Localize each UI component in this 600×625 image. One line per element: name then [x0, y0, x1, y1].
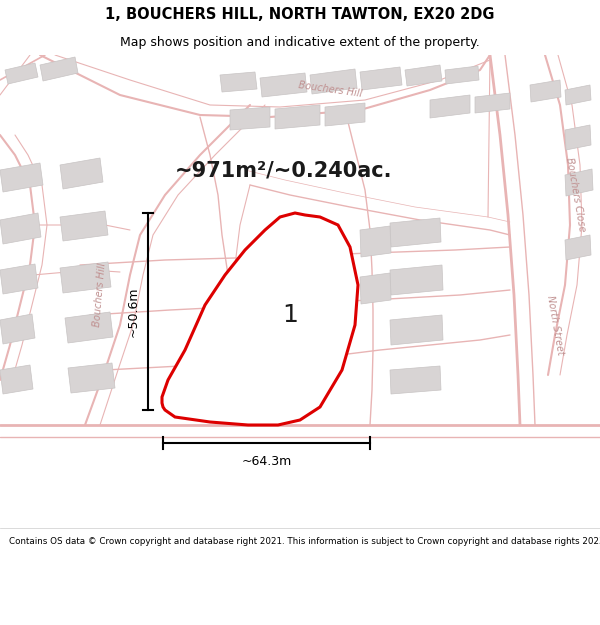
Polygon shape	[565, 235, 591, 260]
Text: Contains OS data © Crown copyright and database right 2021. This information is : Contains OS data © Crown copyright and d…	[9, 537, 600, 546]
Polygon shape	[60, 211, 108, 241]
Polygon shape	[360, 67, 402, 90]
Polygon shape	[260, 73, 307, 97]
Text: 1: 1	[282, 303, 298, 327]
Polygon shape	[390, 366, 441, 394]
Polygon shape	[475, 93, 510, 113]
Polygon shape	[40, 57, 78, 81]
Polygon shape	[0, 213, 41, 244]
Polygon shape	[565, 125, 591, 150]
Polygon shape	[60, 158, 103, 189]
Text: Bouchers Hill: Bouchers Hill	[298, 81, 362, 99]
Polygon shape	[0, 264, 38, 294]
Polygon shape	[310, 69, 357, 94]
Polygon shape	[0, 163, 43, 192]
Text: Map shows position and indicative extent of the property.: Map shows position and indicative extent…	[120, 36, 480, 49]
Polygon shape	[0, 314, 35, 344]
Polygon shape	[68, 363, 115, 393]
Polygon shape	[0, 365, 33, 394]
Polygon shape	[390, 218, 441, 247]
Text: ~50.6m: ~50.6m	[127, 286, 140, 337]
Text: ~971m²/~0.240ac.: ~971m²/~0.240ac.	[175, 160, 392, 180]
Polygon shape	[390, 265, 443, 295]
Polygon shape	[65, 312, 113, 343]
Polygon shape	[360, 226, 391, 257]
Polygon shape	[275, 105, 320, 129]
Polygon shape	[360, 273, 391, 304]
Polygon shape	[430, 95, 470, 118]
Polygon shape	[60, 262, 111, 293]
Text: Bouchers Hill: Bouchers Hill	[92, 262, 108, 328]
Polygon shape	[162, 213, 358, 425]
Text: Bouchers Close: Bouchers Close	[563, 157, 586, 233]
Polygon shape	[390, 315, 443, 345]
Polygon shape	[405, 65, 442, 86]
Polygon shape	[270, 273, 323, 302]
Polygon shape	[565, 169, 593, 196]
Polygon shape	[220, 72, 257, 92]
Polygon shape	[5, 63, 38, 84]
Text: ~64.3m: ~64.3m	[241, 455, 292, 468]
Polygon shape	[445, 66, 479, 84]
Polygon shape	[230, 107, 270, 130]
Polygon shape	[530, 80, 561, 102]
Polygon shape	[325, 103, 365, 126]
Polygon shape	[565, 85, 591, 105]
Text: 1, BOUCHERS HILL, NORTH TAWTON, EX20 2DG: 1, BOUCHERS HILL, NORTH TAWTON, EX20 2DG	[105, 8, 495, 22]
Polygon shape	[270, 226, 321, 253]
Text: North Street: North Street	[545, 294, 565, 356]
